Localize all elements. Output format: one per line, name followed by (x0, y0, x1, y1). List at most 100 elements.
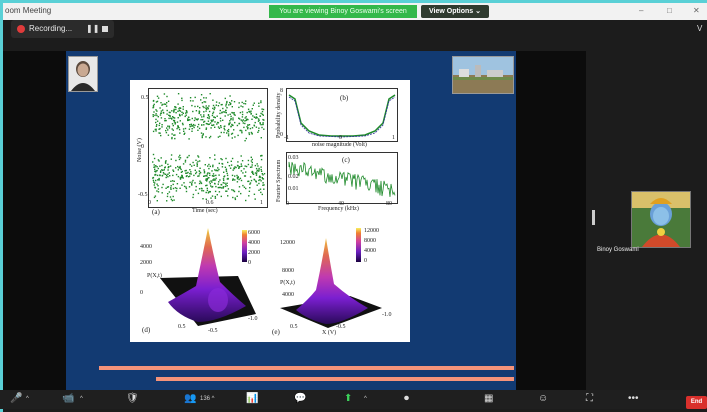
panel-a (148, 88, 268, 208)
microphone-icon[interactable]: 🎤 (10, 393, 23, 404)
panel-a-ytick: -0.5 (138, 192, 148, 198)
panel-c-tag: (c) (342, 156, 350, 164)
spectrum-line (288, 161, 396, 197)
minimize-icon[interactable]: – (639, 6, 644, 15)
pause-recording-button[interactable]: ❚❚ (86, 24, 100, 33)
panel-b-xtick: -1 (284, 135, 289, 141)
panel-a-ytick: 0 (141, 144, 144, 150)
panel-b-xtick: 1 (392, 135, 395, 141)
panel-d-tick: -0.5 (208, 328, 218, 334)
view-options-button[interactable]: View Options ⌄ (421, 5, 489, 18)
decorative-stripe (99, 366, 514, 370)
window-title: oom Meeting (5, 6, 52, 15)
panel-e-tag: (e) (272, 328, 280, 336)
panel-d-tick: 4000 (140, 244, 152, 250)
panel-b-xtick: 0 (339, 135, 342, 141)
panel-a-ytick: 0.5 (141, 95, 149, 101)
mic-options-caret[interactable]: ^ (26, 396, 29, 402)
reactions-icon[interactable]: ☺ (538, 393, 549, 404)
record-icon[interactable]: ⏺ (404, 393, 409, 404)
panel-b-tag: (b) (340, 94, 349, 102)
recording-label: Recording... (29, 24, 73, 33)
view-label: V (697, 24, 703, 33)
right-letterbox (516, 51, 586, 393)
fourier-spectrum (288, 161, 396, 197)
title-bar: oom Meeting You are viewing Binoy Goswam… (3, 3, 707, 20)
panel-a-xtick: 0 (148, 200, 151, 206)
participant-video[interactable] (631, 191, 691, 248)
surface-plot-e (280, 228, 382, 328)
panel-d-ylabel: P(X,t) (147, 273, 162, 279)
security-icon[interactable]: 🛡 (126, 393, 139, 404)
panel-c-xlabel: Frequency (kHz) (318, 206, 359, 212)
recording-indicator: Recording... ❚❚ (11, 20, 114, 38)
maximize-icon[interactable]: □ (667, 6, 672, 15)
panel-e-tick: 4000 (282, 292, 294, 298)
decorative-stripe (156, 377, 514, 381)
panel-e-cbar-tick: 8000 (364, 238, 376, 244)
stop-recording-button[interactable] (102, 26, 108, 32)
more-icon[interactable]: ••• (628, 393, 639, 404)
panel-d-tag: (d) (142, 326, 151, 334)
panel-c-xtick: 40 (338, 201, 344, 207)
screen-share-banner: You are viewing Binoy Goswami's screen (269, 5, 417, 18)
meeting-toolbar (0, 390, 704, 409)
panel-e (272, 222, 404, 334)
figure-panel: (a) Time (sec) Noise (V) 0.5 0 -0.5 0 0.… (130, 80, 410, 342)
end-meeting-button[interactable]: End (686, 396, 707, 409)
participants-icon[interactable]: 👥 (184, 393, 197, 404)
panel-e-tick: 12000 (280, 240, 295, 246)
panel-d (138, 222, 266, 334)
panel-b-ytick: 0 (280, 132, 283, 138)
panel-e-tick: -1.0 (382, 312, 392, 318)
panel-b-xlabel: noise magnitude (Volt) (312, 142, 367, 148)
panel-c-xtick: 0 (286, 201, 289, 207)
panel-d-cbar-tick: 4000 (248, 240, 260, 246)
panel-c-ylabel: Fourier Spectrum (276, 159, 282, 202)
panel-c-ytick: 0.03 (288, 155, 299, 161)
panel-b (286, 88, 398, 142)
panel-c-ytick: 0.02 (288, 174, 299, 180)
panel-e-ylabel: P(X,t) (280, 280, 295, 286)
video-icon[interactable]: 📹 (62, 393, 75, 404)
landscape-photo (452, 56, 514, 94)
panel-d-cbar-tick: 0 (248, 260, 251, 266)
panel-a-xtick: 0.6 (206, 200, 214, 206)
panel-d-tick: 2000 (140, 260, 152, 266)
panel-d-tick: -1.0 (248, 316, 258, 322)
polls-icon[interactable]: 📊 (246, 393, 259, 404)
participant-count[interactable]: 136 ^ (200, 396, 215, 402)
apps-icon[interactable]: ⛶ (586, 393, 593, 404)
panel-e-cbar-tick: 4000 (364, 248, 376, 254)
video-options-caret[interactable]: ^ (80, 396, 83, 402)
left-letterbox (3, 51, 66, 393)
noise-texture (152, 93, 266, 202)
panel-d-cbar-tick: 2000 (248, 250, 260, 256)
share-screen-icon[interactable]: ⬆ (344, 393, 353, 404)
panel-a-xlabel: Time (sec) (192, 208, 218, 214)
portrait-photo (68, 56, 98, 92)
panel-c-ytick: 0.01 (288, 186, 299, 192)
panel-e-cbar-tick: 0 (364, 258, 367, 264)
probability-density-curve (288, 94, 396, 138)
breakout-rooms-icon[interactable]: ▦ (484, 393, 494, 404)
panel-e-xlabel: X (V) (322, 330, 337, 336)
participant-name: Binoy Goswami (597, 247, 639, 253)
panel-a-xtick: 1 (260, 200, 263, 206)
panel-c (286, 152, 398, 204)
panel-a-ylabel: Noise (V) (137, 138, 143, 162)
share-options-caret[interactable]: ^ (364, 396, 367, 402)
panel-a-tag: (a) (152, 208, 160, 216)
gallery-divider[interactable] (592, 210, 595, 225)
chat-icon[interactable]: 💬 (294, 393, 307, 404)
panel-d-tick: 0 (140, 290, 143, 296)
close-icon[interactable]: ✕ (693, 6, 700, 15)
panel-e-cbar-tick: 12000 (364, 228, 379, 234)
noise-scatter (152, 93, 266, 202)
panel-c-xtick: 80 (386, 201, 392, 207)
panel-e-tick: -0.5 (336, 324, 346, 330)
surface-plot-d (160, 228, 256, 326)
panel-d-cbar-tick: 6000 (248, 230, 260, 236)
panel-d-tick: 0.5 (178, 324, 186, 330)
panel-b-ytick: 8 (280, 88, 283, 94)
